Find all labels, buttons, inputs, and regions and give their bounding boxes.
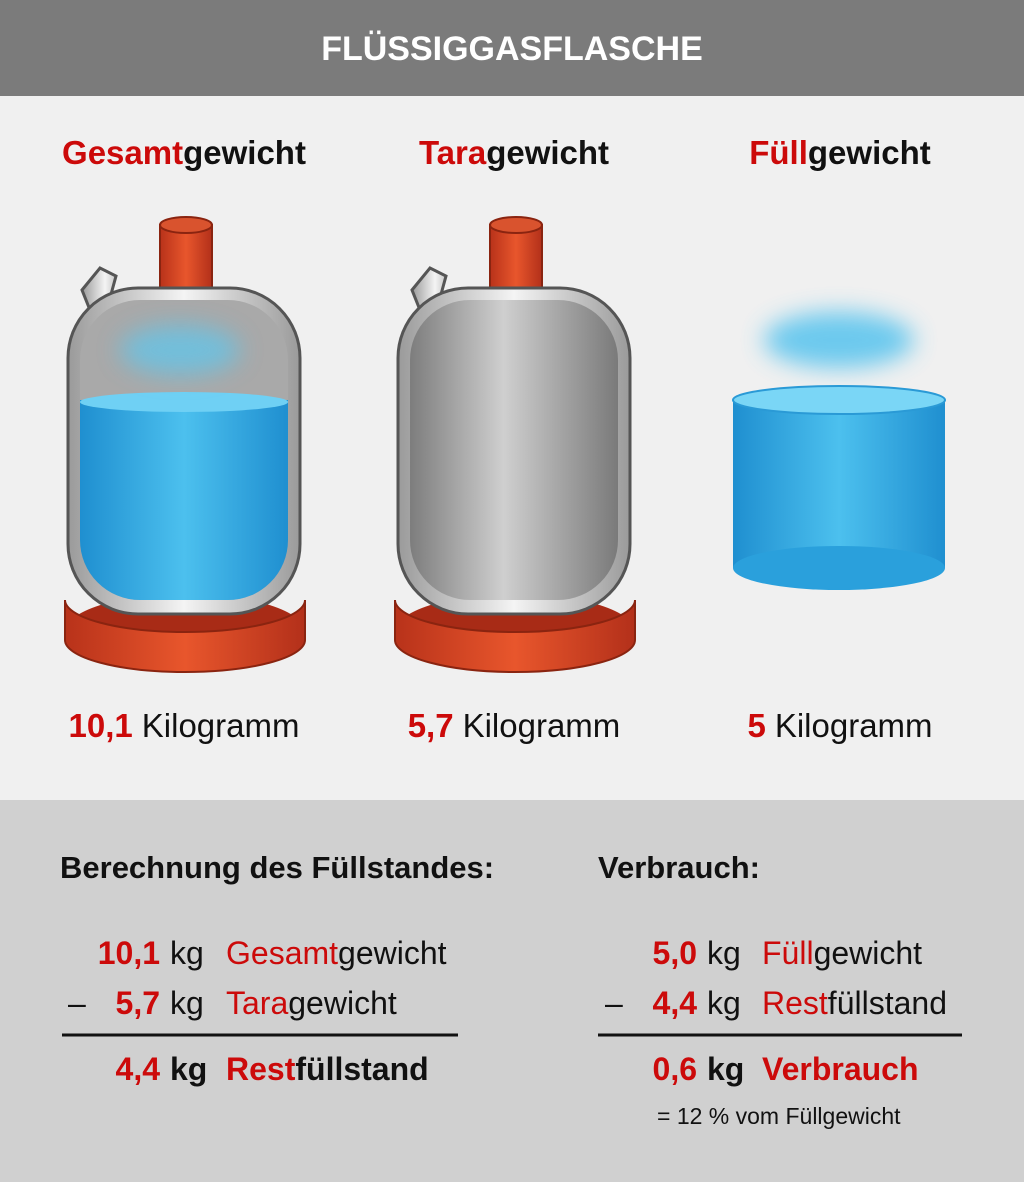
result-value: 0,6 — [653, 1051, 697, 1087]
row-label: Taragewicht — [226, 985, 397, 1021]
section-title: Verbrauch: — [598, 850, 760, 885]
item-weight: 10,1 Kilogramm — [69, 707, 300, 744]
result-label-part: Verbrauch — [762, 1051, 919, 1087]
result-label: Restfüllstand — [226, 1051, 429, 1087]
item-label: Gesamtgewicht — [62, 134, 306, 171]
item-weight: 5,7 Kilogramm — [408, 707, 621, 744]
item-label: Füllgewicht — [749, 134, 931, 171]
row-unit: kg — [170, 935, 204, 971]
result-label-part: Rest — [226, 1051, 296, 1087]
row-unit-part: kg — [170, 985, 204, 1021]
row-unit: kg — [707, 985, 741, 1021]
result-label-part: füllstand — [295, 1051, 428, 1087]
row-label-part: Rest — [762, 985, 828, 1021]
item-weight-part: Kilogramm — [463, 707, 621, 744]
item-weight-part: 5 — [747, 707, 765, 744]
item-label-part: Gesamt — [62, 134, 183, 171]
empty-cylinder — [394, 216, 636, 673]
item-label: Taragewicht — [419, 134, 609, 171]
minus-sign: – — [68, 985, 86, 1021]
row-value: 10,1 — [98, 935, 160, 971]
result-value: 4,4 — [116, 1051, 161, 1087]
row-label-part: gewicht — [338, 935, 447, 971]
result-unit-part: kg — [707, 1051, 744, 1087]
result-value-part: 4,4 — [116, 1051, 161, 1087]
row-label: Gesamtgewicht — [226, 935, 447, 971]
row-label-part: Gesamt — [226, 935, 338, 971]
section-title-part: Berechnung des Füllstandes: — [60, 850, 494, 885]
bottom-panel — [0, 800, 1024, 1182]
row-value-part: 10,1 — [98, 935, 160, 971]
result-value-part: 0,6 — [653, 1051, 697, 1087]
result-unit-part: kg — [170, 1051, 207, 1087]
full-cylinder — [64, 216, 306, 673]
row-label-part: Tara — [226, 985, 288, 1021]
row-value: 5,7 — [116, 985, 160, 1021]
section-title: Berechnung des Füllstandes: — [60, 850, 494, 885]
result-unit: kg — [170, 1051, 207, 1087]
item-label-part: gewicht — [183, 134, 306, 171]
minus-sign: – — [605, 985, 623, 1021]
item-weight-part: 10,1 — [69, 707, 133, 744]
header-title-part: FLÜSSIGGASFLASCHE — [321, 30, 703, 68]
row-unit-part: kg — [707, 985, 741, 1021]
item-weight-part: Kilogramm — [775, 707, 933, 744]
row-value-part: 5,0 — [653, 935, 697, 971]
row-unit: kg — [170, 985, 204, 1021]
row-unit: kg — [707, 935, 741, 971]
row-label-part: füllstand — [828, 985, 947, 1021]
row-unit-part: kg — [170, 935, 204, 971]
item-weight: 5 Kilogramm — [747, 707, 932, 744]
row-label-part: gewicht — [288, 985, 397, 1021]
result-label: Verbrauch — [762, 1051, 919, 1087]
note-part: = 12 % vom Füllgewicht — [657, 1103, 901, 1129]
header-title: FLÜSSIGGASFLASCHE — [321, 30, 703, 68]
row-unit-part: kg — [707, 935, 741, 971]
header-bar — [0, 0, 1024, 96]
row-value: 5,0 — [653, 935, 697, 971]
item-label-part: Tara — [419, 134, 487, 171]
row-label-part: gewicht — [814, 935, 923, 971]
row-value-part: 5,7 — [116, 985, 160, 1021]
item-label-part: gewicht — [486, 134, 609, 171]
row-label: Restfüllstand — [762, 985, 947, 1021]
liquid-gas — [732, 312, 946, 590]
row-value: 4,4 — [653, 985, 698, 1021]
row-label: Füllgewicht — [762, 935, 922, 971]
minus-sign-part: – — [605, 985, 623, 1021]
section-title-part: Verbrauch: — [598, 850, 760, 885]
item-label-part: gewicht — [808, 134, 931, 171]
row-value-part: 4,4 — [653, 985, 698, 1021]
row-label-part: Füll — [762, 935, 814, 971]
note: = 12 % vom Füllgewicht — [657, 1103, 901, 1129]
item-label-part: Füll — [749, 134, 808, 171]
result-unit: kg — [707, 1051, 744, 1087]
item-weight-part: Kilogramm — [142, 707, 300, 744]
minus-sign-part: – — [68, 985, 86, 1021]
item-weight-part: 5,7 — [408, 707, 454, 744]
